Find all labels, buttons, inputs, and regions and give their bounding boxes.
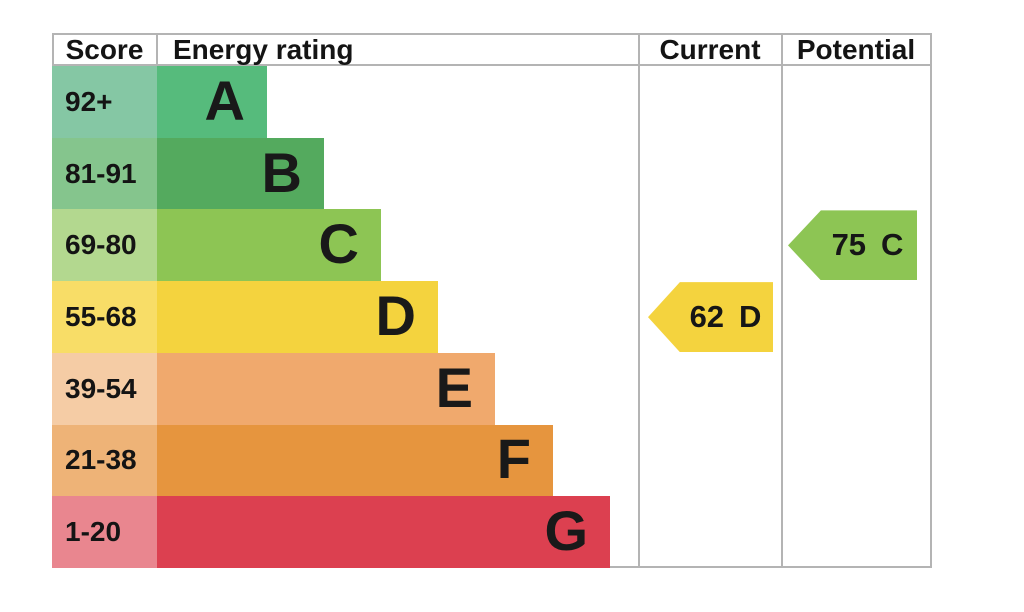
score-range-b: 81-91 [52,137,157,210]
current-rating-letter: D [739,299,762,335]
table-right-border [930,33,932,568]
band-row-e: 39-54 E [52,352,932,425]
rating-bar-g: G [157,496,610,569]
rating-bar-f: F [157,424,553,497]
band-row-d: 55-68 D [52,281,932,353]
potential-column-left-divider [781,33,783,568]
table-top-border [52,33,932,35]
score-range-e: 39-54 [52,352,157,425]
rating-bar-a: A [157,66,267,138]
rating-bands: 92+ A 81-91 B 69-80 C 55-68 D 39-54 E 21-38 F 1-20 G [52,66,932,569]
rating-letter-a: A [204,68,245,132]
band-row-c: 69-80 C [52,209,932,282]
potential-rating-letter: C [881,227,904,263]
potential-column-header: Potential [796,33,916,65]
score-range-d: 55-68 [52,281,157,353]
score-range-f: 21-38 [52,424,157,497]
score-column-header: Score [65,33,144,65]
band-row-g: 1-20 G [52,496,932,569]
score-range-c: 69-80 [52,209,157,282]
rating-bar-c: C [157,209,381,282]
rating-letter-f: F [496,427,531,491]
score-range-a: 92+ [52,66,157,138]
band-row-a: 92+ A [52,66,932,138]
rating-letter-d: D [375,284,416,348]
band-row-f: 21-38 F [52,424,932,497]
rating-bar-e: E [157,352,495,425]
current-rating-value: 62 [689,299,725,335]
score-column-divider [156,33,158,66]
rating-letter-g: G [544,499,588,563]
rating-letter-b: B [261,140,302,204]
rating-bar-b: B [157,137,324,210]
score-range-g: 1-20 [52,496,157,569]
rating-letter-e: E [435,355,473,419]
header-bottom-border [52,64,932,66]
band-row-b: 81-91 B [52,137,932,210]
current-column-left-divider [638,33,640,568]
header-left-border [52,33,54,66]
potential-rating-value: 75 [831,227,867,263]
rating-bar-d: D [157,281,438,353]
current-column-header: Current [659,33,761,65]
energy-rating-column-header: Energy rating [173,33,354,65]
rating-letter-c: C [318,212,359,276]
